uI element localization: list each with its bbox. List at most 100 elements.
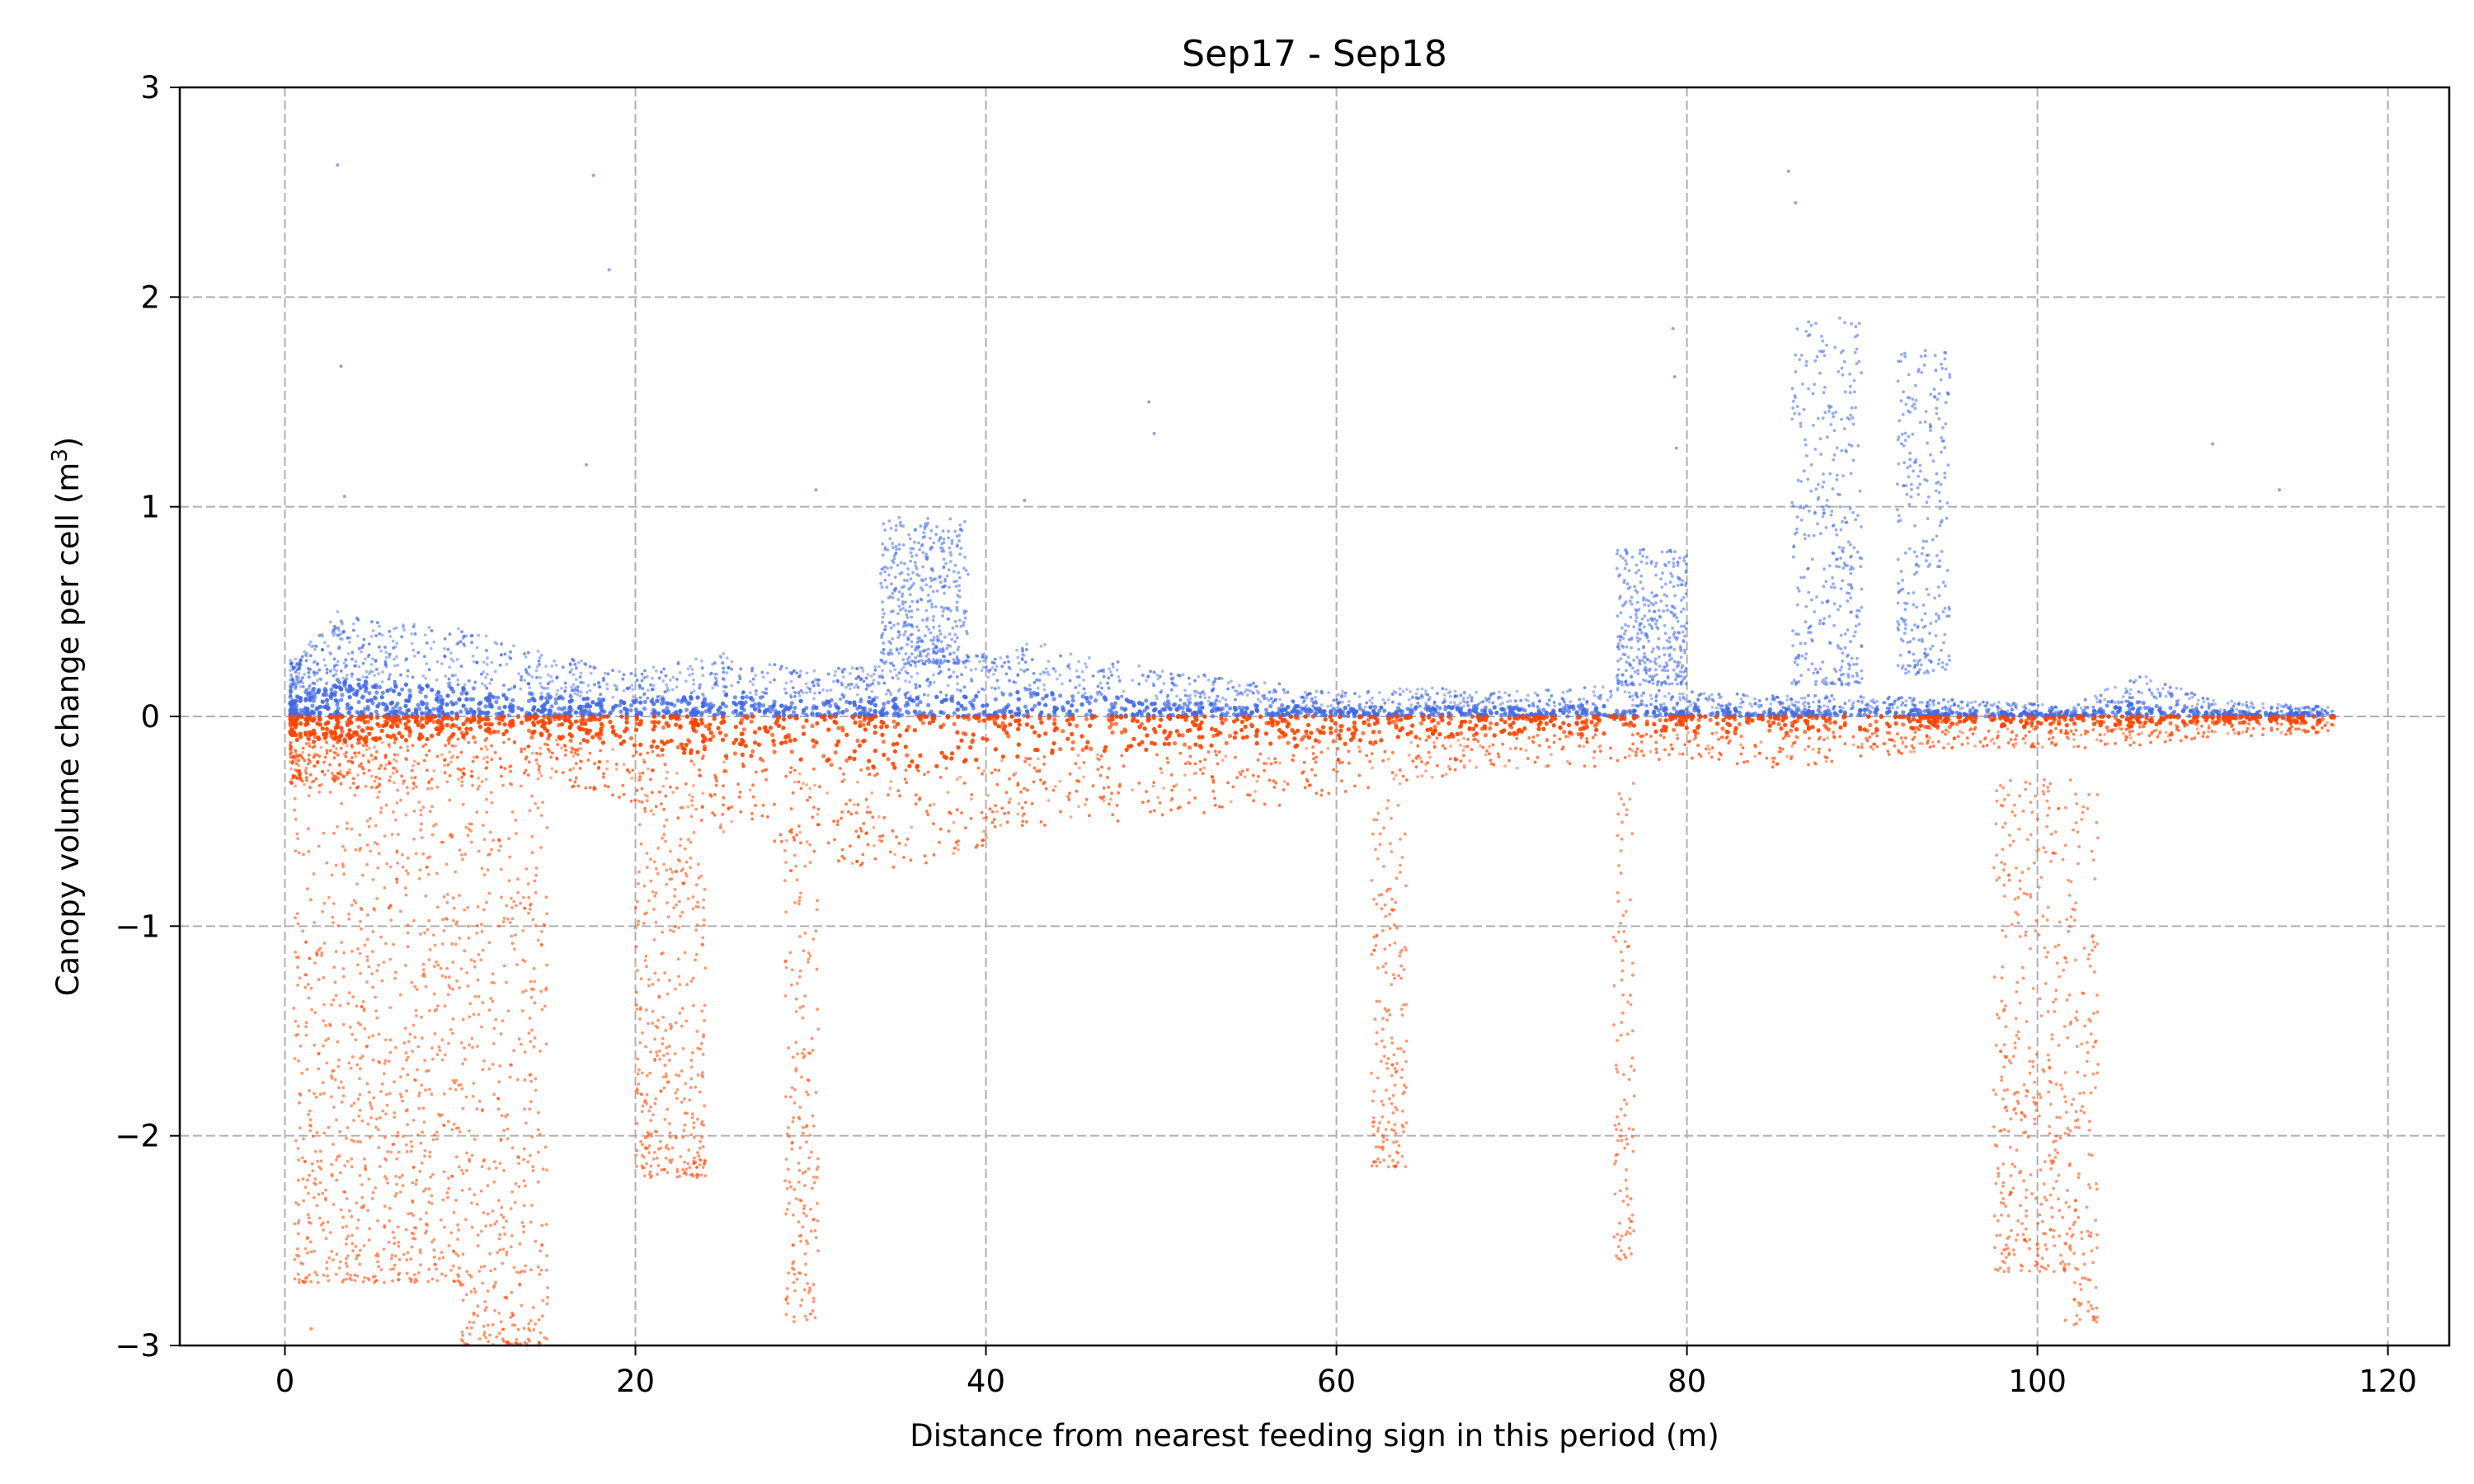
volume-gain-point [1421,695,1425,699]
volume-gain-point [865,683,869,687]
volume-gain-point [990,686,994,690]
volume-gain-point [1115,668,1119,672]
volume-gain-point [849,672,852,675]
volume-gain-point [1113,710,1118,715]
volume-gain-point [952,711,957,716]
volume-gain-point [1869,699,1873,703]
volume-gain-point [585,690,589,694]
volume-gain-point [1117,675,1121,679]
volume-gain-point [497,706,502,711]
volume-gain-point [1211,680,1215,684]
volume-gain-point [1278,697,1282,702]
volume-gain-point [1547,703,1551,707]
volume-gain-point [303,697,308,702]
volume-gain-point [1702,692,1706,696]
volume-gain-point [976,655,979,658]
volume-gain-point [360,695,365,700]
volume-gain-point [2296,711,2300,714]
volume-gain-point [374,659,378,662]
volume-gain-point [2201,697,2205,700]
volume-gain-point [2180,708,2185,714]
volume-gain-point [2276,702,2280,707]
volume-gain-point [1244,706,1249,711]
volume-gain-point [1336,705,1340,709]
volume-gain-point [753,702,758,707]
volume-gain-point [303,653,308,657]
volume-gain-point [1173,702,1178,707]
volume-gain-point [2053,705,2058,709]
volume-gain-point [982,652,986,656]
volume-gain-point [686,667,690,671]
volume-gain-point [1181,673,1185,677]
volume-gain-point [1950,698,1954,702]
volume-gain-point [986,675,990,679]
volume-gain-point [721,661,725,665]
volume-gain-point [938,665,941,669]
volume-gain-point [371,629,375,632]
volume-gain-point [1689,703,1693,707]
volume-gain-point [2186,693,2190,696]
volume-gain-point [345,702,350,707]
volume-gain-point [1252,681,1256,685]
volume-gain-point [1859,695,1863,699]
volume-gain-point [853,685,856,689]
volume-gain-point [1708,712,1713,717]
volume-gain-point [549,675,553,679]
volume-gain-point [2011,702,2015,706]
volume-gain-point [713,672,717,676]
volume-gain-point [753,707,758,711]
volume-gain-point [316,662,319,666]
volume-gain-point [576,693,580,697]
volume-gain-point [1966,701,1970,705]
volume-gain-point [914,686,918,690]
volume-gain-point [1928,698,1932,702]
volume-gain-point [1314,700,1318,703]
volume-gain-point [1015,690,1020,695]
volume-gain-point [692,678,695,682]
volume-gain-point [394,655,398,659]
volume-gain-point [584,663,588,666]
volume-gain-point [308,654,313,658]
volume-gain-point [1717,702,1720,707]
volume-gain-point [2022,710,2027,715]
volume-gain-point [473,680,477,684]
volume-gain-point [793,690,797,694]
volume-gain-point [1654,695,1658,699]
volume-gain-point [1594,706,1599,711]
volume-gain-point [500,653,503,657]
volume-gain-point [955,707,960,712]
volume-gain-point [2030,702,2034,706]
volume-gain-point [2093,694,2097,698]
volume-gain-point [1830,694,1834,697]
volume-gain-point [908,680,911,684]
volume-gain-point [322,658,326,662]
volume-gain-point [885,692,888,696]
volume-gain-point [862,679,866,683]
volume-gain-point [339,669,343,673]
volume-gain-point [640,672,644,676]
volume-gain-point [638,711,644,716]
volume-gain-point [1282,688,1286,692]
volume-gain-point [308,684,311,688]
volume-gain-point [524,655,528,659]
volume-gain-point [1025,642,1029,646]
volume-gain-point [509,656,513,660]
volume-gain-point [834,669,837,674]
volume-gain-point [971,706,976,711]
volume-gain-point [882,681,887,685]
volume-gain-point [480,682,484,686]
volume-gain-point [779,703,784,708]
volume-gain-point [886,700,891,705]
volume-gain-point [357,646,361,650]
volume-gain-point [1078,683,1081,687]
volume-gain-point [325,706,331,711]
volume-gain-point [1244,688,1249,692]
volume-gain-point [1779,709,1784,714]
volume-gain-point [1347,700,1351,703]
volume-gain-point [1061,708,1066,713]
volume-gain-point [484,675,487,679]
volume-gain-point [646,674,649,679]
volume-gain-point [798,694,802,697]
volume-gain-point [478,700,483,705]
volume-gain-point [1436,692,1439,695]
